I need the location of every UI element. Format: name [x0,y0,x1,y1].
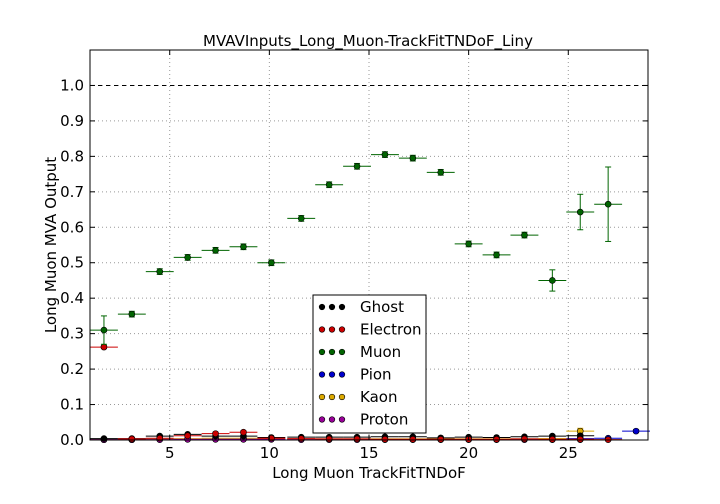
series-muon [90,151,623,345]
legend-label: Electron [360,321,422,339]
data-point [521,231,528,239]
data-point [549,435,556,443]
data-point [268,259,275,267]
data-point [297,215,305,222]
data-point [409,154,417,162]
x-tick-label: 5 [165,444,175,462]
legend-marker [328,371,336,378]
y-tick-label: 0.6 [60,218,84,236]
legend-marker [338,371,346,378]
legend-marker [328,303,336,311]
y-tick-label: 0.9 [60,112,84,130]
legend-entry-electron: Electron [318,321,422,339]
data-point [325,181,333,189]
chart-title: MVAVInputs_Long_Muon-TrackFitTNDoF_Liny [203,32,533,51]
y-tick-label: 0.3 [60,325,84,343]
legend-entry-muon: Muon [318,343,401,361]
y-tick-label: 0.7 [60,183,84,201]
data-point [465,240,472,248]
y-tick-label: 0.4 [60,289,84,307]
legend-marker [318,303,326,311]
legend-entry-ghost: Ghost [318,298,404,316]
data-point [184,432,191,440]
data-point [409,435,417,443]
y-tick-label: 0.1 [60,396,84,414]
y-axis-label: Long Muon MVA Output [42,157,60,333]
legend-label: Muon [360,343,401,361]
x-tick-label: 15 [359,444,378,462]
legend-entry-pion: Pion [318,366,392,384]
data-point [437,435,445,443]
y-tick-label: 0.5 [60,254,84,272]
legend-label: Kaon [360,388,397,406]
data-point [381,435,389,443]
data-point [240,243,247,251]
x-tick-label: 25 [559,444,578,462]
data-layer [90,84,650,443]
data-point [493,251,500,259]
legend-marker [328,348,336,356]
data-point [128,310,136,318]
x-axis-label: Long Muon TrackFitTNDoF [272,464,466,482]
legend-marker [338,326,346,333]
legend-marker [318,393,326,401]
data-point [100,435,108,442]
legend-marker [318,371,326,378]
legend-marker [318,326,326,333]
ticks: 5 10 15 20 25 0.0 0.1 0.2 0.3 0.4 0.5 0.6 0.7 0.8 0.9 1… [60,50,648,462]
legend: Ghost Electron Muon Pion Kaon Proton [312,294,427,434]
data-point [128,435,136,443]
legend-marker [328,393,336,401]
legend-marker [318,348,326,356]
data-point [184,254,191,261]
y-tick-label: 0.8 [60,147,84,165]
data-point [100,343,108,351]
legend-entry-kaon: Kaon [318,388,397,406]
data-point [100,326,108,334]
legend-label: Ghost [360,298,404,316]
legend-marker [328,416,336,423]
legend-marker [338,416,346,423]
data-point [156,268,164,275]
data-point [549,277,556,284]
legend-marker [328,326,336,333]
data-point [212,247,219,254]
data-point [212,430,219,437]
data-point [240,428,247,436]
legend-label: Proton [360,411,408,429]
data-point [353,162,361,170]
data-point [297,435,305,442]
x-tick-label: 10 [260,444,279,462]
y-tick-label: 0.2 [60,360,84,378]
data-point [632,427,640,435]
data-point [604,200,612,208]
legend-entry-proton: Proton [318,411,408,429]
legend-label: Pion [360,366,392,384]
legend-marker [318,416,326,423]
x-tick-label: 20 [459,444,478,462]
grid [90,50,648,441]
data-point [493,435,500,443]
data-point [353,435,361,443]
data-point [325,435,333,443]
y-tick-label: 1.0 [60,76,84,94]
legend-marker [338,393,346,401]
data-point [576,435,584,443]
legend-box [312,294,427,434]
y-tick-label: 0.0 [60,431,84,449]
data-point [521,435,528,443]
legend-marker [338,348,346,356]
data-point [576,208,584,216]
data-point [437,169,445,176]
legend-marker [338,303,346,311]
data-point [381,151,389,158]
